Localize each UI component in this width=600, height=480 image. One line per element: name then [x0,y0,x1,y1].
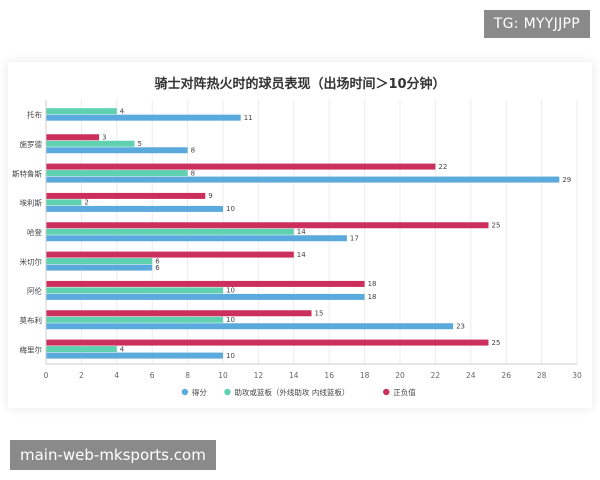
category-label: 斯特鲁斯 [12,168,42,178]
bar [46,134,100,141]
x-tick-label: 28 [537,371,547,380]
data-label: 9 [208,192,212,200]
legend-marker [383,388,390,396]
data-label: 8 [191,147,195,155]
bar [46,228,294,235]
grid [45,100,578,365]
data-label: 10 [226,205,235,213]
data-label: 11 [244,114,253,122]
x-tick-label: 0 [44,371,49,380]
legend-label: 正负值 [393,387,416,397]
x-tick-label: 2 [79,371,84,380]
x-tick-label: 4 [114,371,119,380]
data-label: 18 [368,293,377,301]
data-label: 6 [155,264,160,272]
data-label: 14 [297,228,306,236]
x-tick-label: 16 [324,371,334,380]
data-label: 10 [226,316,235,324]
bar [46,287,223,294]
data-label: 15 [315,310,324,318]
x-tick-label: 30 [572,371,582,380]
data-label: 6 [155,257,160,265]
x-tick-label: 20 [395,371,405,380]
legend-marker [181,388,189,396]
bar [46,310,312,317]
x-tick-label: 10 [218,371,228,380]
bar [46,192,206,199]
chart-title: 骑士对阵热火时的球员表现（出场时间＞10分钟） [154,76,445,92]
legend: 得分 助攻或篮板（外线助攻 内线篮板） 正负值 [181,387,416,397]
bar [46,280,365,287]
data-label: 4 [120,107,125,115]
bar [46,352,223,359]
watermark-url: main-web-mksports.com [10,440,216,470]
bars: 4 11 3 5 8 22 8 29 9 2 10 25 14 17 14 66 18 10 18 15 10 23 25 4… [46,107,571,360]
x-axis-ticks: 0 2 4 6 8 10 12 14 16 18 20 22 24 26 28 30 [44,371,582,380]
bar [46,222,489,229]
data-label: 25 [492,339,501,347]
x-tick-label: 6 [150,371,155,380]
data-label: 4 [120,345,125,353]
data-label: 29 [562,176,571,184]
bar [46,170,188,177]
category-label: 莫布利 [20,315,43,325]
watermark-tg: TG: MYYJJPP [483,10,590,38]
bar [46,163,436,170]
category-label: 托布 [27,110,42,120]
data-label: 2 [84,199,88,207]
bar [46,108,117,115]
x-tick-label: 14 [289,371,299,380]
bar [46,346,117,353]
bar [46,140,135,147]
data-label: 25 [492,222,501,230]
x-tick-label: 12 [254,371,264,380]
data-label: 3 [102,134,106,142]
data-label: 14 [297,251,306,259]
category-label: 米切尔 [20,256,43,266]
legend-label: 得分 [192,387,207,397]
bar [46,199,82,206]
bar [46,316,223,323]
category-label: 施罗德 [20,139,43,149]
bar [46,293,365,300]
data-label: 10 [226,352,235,360]
x-tick-label: 26 [501,371,511,380]
data-label: 17 [350,235,359,243]
bar [46,339,489,346]
bar [46,264,153,271]
bar [46,176,560,183]
data-label: 22 [438,163,447,171]
category-label: 阿伦 [27,286,42,296]
bar [46,205,223,212]
bar [46,258,153,265]
data-label: 18 [368,280,377,288]
bar-chart: 骑士对阵热火时的球员表现（出场时间＞10分钟） 托布施罗德斯特鲁斯埃利斯哈登米切… [12,76,582,397]
legend-marker [224,388,231,396]
category-label: 梅里尔 [20,344,43,354]
data-label: 10 [226,287,235,295]
legend-label: 助攻或篮板（外线助攻 内线篮板） [234,387,349,397]
bar [46,235,347,242]
x-tick-label: 8 [185,371,190,380]
chart-card: 骑士对阵热火时的球员表现（出场时间＞10分钟） 托布施罗德斯特鲁斯埃利斯哈登米切… [8,62,592,408]
x-tick-label: 22 [431,371,441,380]
x-tick-label: 24 [466,371,476,380]
data-label: 5 [138,140,142,148]
bar [46,251,294,258]
x-tick-label: 18 [360,371,370,380]
data-label: 8 [191,169,195,177]
bar [46,323,454,330]
category-label: 哈登 [27,227,42,237]
category-label: 埃利斯 [20,198,43,208]
data-label: 23 [456,323,465,331]
bar [46,114,241,121]
bar [46,147,188,154]
